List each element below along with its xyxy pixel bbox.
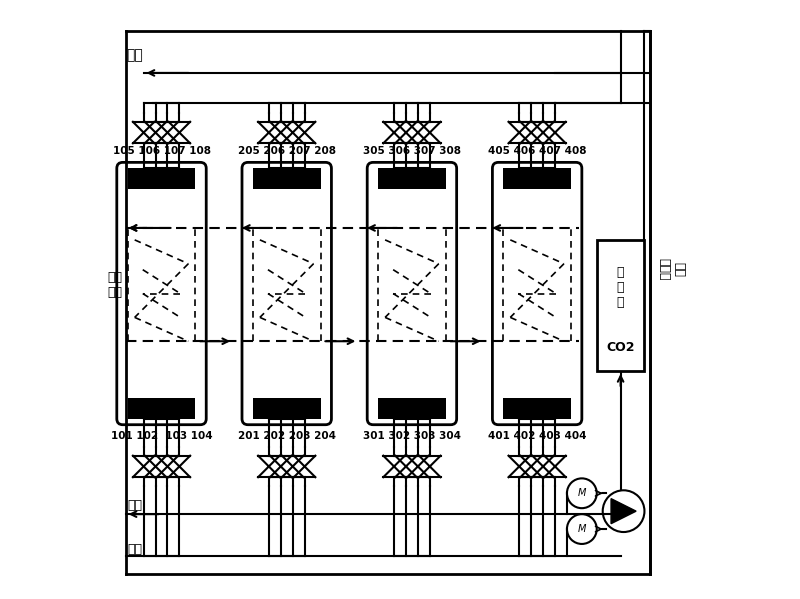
Bar (127, 398, 195, 419)
Bar (503, 168, 571, 189)
Text: 401 402 403 404: 401 402 403 404 (488, 431, 586, 441)
FancyBboxPatch shape (367, 162, 457, 425)
FancyBboxPatch shape (242, 162, 331, 425)
FancyBboxPatch shape (117, 162, 206, 425)
Bar (597, 240, 645, 371)
Text: 加热
冷却: 加热 冷却 (107, 271, 122, 298)
Bar (378, 168, 446, 189)
Bar (378, 398, 446, 419)
Text: M: M (578, 524, 586, 534)
Text: 301 302 303 304: 301 302 303 304 (363, 431, 461, 441)
Text: 101 102  103 104: 101 102 103 104 (110, 431, 212, 441)
Text: 排空: 排空 (127, 543, 142, 556)
FancyBboxPatch shape (493, 162, 582, 425)
Bar (127, 168, 195, 189)
Bar (253, 398, 321, 419)
Text: 产
品
气: 产 品 气 (617, 266, 624, 309)
Text: CO2: CO2 (606, 341, 635, 353)
Text: 201 202 203 204: 201 202 203 204 (238, 431, 336, 441)
Bar (503, 398, 571, 419)
Bar (253, 168, 321, 189)
Text: M: M (578, 488, 586, 498)
Text: 205 206 207 208: 205 206 207 208 (238, 146, 336, 156)
Text: 305 306 307 308: 305 306 307 308 (363, 146, 461, 156)
Polygon shape (611, 498, 636, 524)
Text: 105 106 107 108: 105 106 107 108 (113, 146, 210, 156)
Text: 排空: 排空 (126, 48, 143, 62)
Text: 进料: 进料 (127, 499, 142, 512)
Text: 产品
气吹扫: 产品 气吹扫 (658, 258, 686, 281)
Text: 405 406 407 408: 405 406 407 408 (488, 146, 586, 156)
